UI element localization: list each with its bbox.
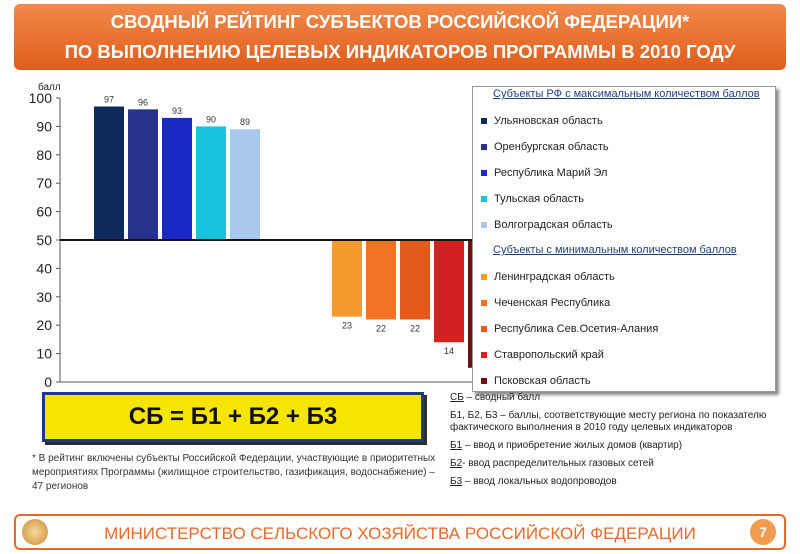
legend-label: Ставропольский край: [494, 349, 604, 361]
y-tick-label: 0: [44, 374, 52, 390]
bar-1: [94, 106, 124, 240]
title-banner: СВОДНЫЙ РЕЙТИНГ СУБЪЕКТОВ РОССИЙСКОЙ ФЕД…: [14, 4, 786, 70]
legend-label: Чеченская Республика: [494, 297, 611, 309]
note-sb: СБ – сводный балл: [450, 392, 541, 403]
legend-swatch: [481, 170, 487, 177]
bar-value-label: 97: [104, 95, 114, 105]
bar-8: [400, 240, 430, 320]
y-tick-label: 30: [36, 289, 52, 305]
legend-swatch: [481, 326, 487, 333]
legend-swatch: [481, 274, 487, 281]
legend-item: Тульская область: [481, 193, 584, 205]
legend-label: Ленинградская область: [494, 271, 615, 283]
formula-box: СБ = Б1 + Б2 + Б3: [42, 392, 424, 442]
legend-item: Чеченская Республика: [481, 297, 610, 309]
footnote: * В рейтинг включены субъекты Российской…: [32, 453, 436, 492]
y-tick-label: 50: [36, 232, 52, 248]
page-number: 7: [750, 519, 776, 545]
legend-item: Ульяновская область: [481, 115, 603, 127]
y-tick-label: 40: [36, 260, 52, 276]
bar-value-label: 14: [444, 346, 454, 356]
bar-value-label: 93: [172, 106, 182, 116]
y-axis-label: балл: [38, 81, 61, 93]
legend-label: Волгоградская область: [494, 219, 613, 231]
bar-value-label: 22: [376, 324, 386, 334]
legend-swatch: [481, 222, 487, 229]
legend-min-heading: Субъекты с минимальным количеством балло…: [493, 244, 737, 256]
y-tick-label: 60: [36, 204, 52, 220]
legend-label: Республика Марий Эл: [494, 167, 608, 179]
legend-item: Республика Марий Эл: [481, 167, 607, 179]
bar-5: [230, 129, 260, 240]
bar-value-label: 23: [342, 321, 352, 331]
legend-label: Оренбургская область: [494, 141, 609, 153]
legend-swatch: [481, 300, 487, 307]
y-tick-label: 100: [29, 90, 53, 106]
footer-ministry-name: МИНИСТЕРСТВО СЕЛЬСКОГО ХОЗЯЙСТВА РОССИЙС…: [104, 524, 696, 543]
bar-10: [468, 240, 472, 368]
legend-label: Псковская область: [494, 375, 591, 387]
y-tick-label: 90: [36, 118, 52, 134]
legend-swatch: [481, 352, 487, 359]
note-b2: Б2- ввод распределительных газовых сетей: [450, 458, 654, 469]
legend-swatch: [481, 118, 487, 125]
bar-6: [332, 240, 362, 317]
ministry-emblem-icon: [22, 519, 48, 545]
bar-2: [128, 109, 158, 240]
y-tick-label: 20: [36, 317, 52, 333]
bar-value-label: 89: [240, 117, 250, 127]
rating-bar-chart: балл 0 10 20 30 40 50 60 70 80 90 100 97 96 93 90 89 23 22…: [29, 81, 472, 390]
bar-value-label: 22: [410, 324, 420, 334]
bar-7: [366, 240, 396, 320]
legend-swatch: [481, 196, 487, 203]
legend-item: Ставропольский край: [481, 349, 604, 361]
bar-value-label: 96: [138, 97, 148, 107]
legend-item: Волгоградская область: [481, 219, 613, 231]
bar-4: [196, 126, 226, 240]
legend-swatch: [481, 144, 487, 151]
legend-item: Республика Сев.Осетия-Алания: [481, 323, 658, 335]
note-b1: Б1 – ввод и приобретение жилых домов (кв…: [450, 440, 683, 451]
bar-value-label: 90: [206, 114, 216, 124]
bar-3: [162, 117, 192, 240]
footer-bar: МИНИСТЕРСТВО СЕЛЬСКОГО ХОЗЯЙСТВА РОССИЙС…: [14, 514, 786, 550]
legend-label: Тульская область: [494, 193, 584, 205]
y-tick-label: 80: [36, 147, 52, 163]
note-b3: Б3 – ввод локальных водопроводов: [450, 476, 617, 487]
chart-legend: Субъекты РФ с максимальным количеством б…: [472, 86, 776, 392]
note-b: Б1, Б2, Б3 – баллы, соответствующие мест…: [450, 410, 767, 433]
legend-item: Псковская область: [481, 375, 591, 387]
bar-9: [434, 240, 464, 343]
notes-block: СБ – сводный балл Б1, Б2, Б3 – баллы, со…: [450, 392, 780, 494]
legend-max-heading: Субъекты РФ с максимальным количеством б…: [493, 88, 760, 100]
legend-item: Ленинградская область: [481, 271, 615, 283]
title-line-1: СВОДНЫЙ РЕЙТИНГ СУБЪЕКТОВ РОССИЙСКОЙ ФЕД…: [110, 11, 690, 32]
legend-label: Ульяновская область: [494, 115, 603, 127]
legend-swatch: [481, 378, 487, 385]
y-tick-label: 70: [36, 175, 52, 191]
y-tick-label: 10: [36, 346, 52, 362]
title-line-2: ПО ВЫПОЛНЕНИЮ ЦЕЛЕВЫХ ИНДИКАТОРОВ ПРОГРА…: [64, 41, 736, 62]
legend-label: Республика Сев.Осетия-Алания: [494, 323, 659, 335]
legend-item: Оренбургская область: [481, 141, 609, 153]
